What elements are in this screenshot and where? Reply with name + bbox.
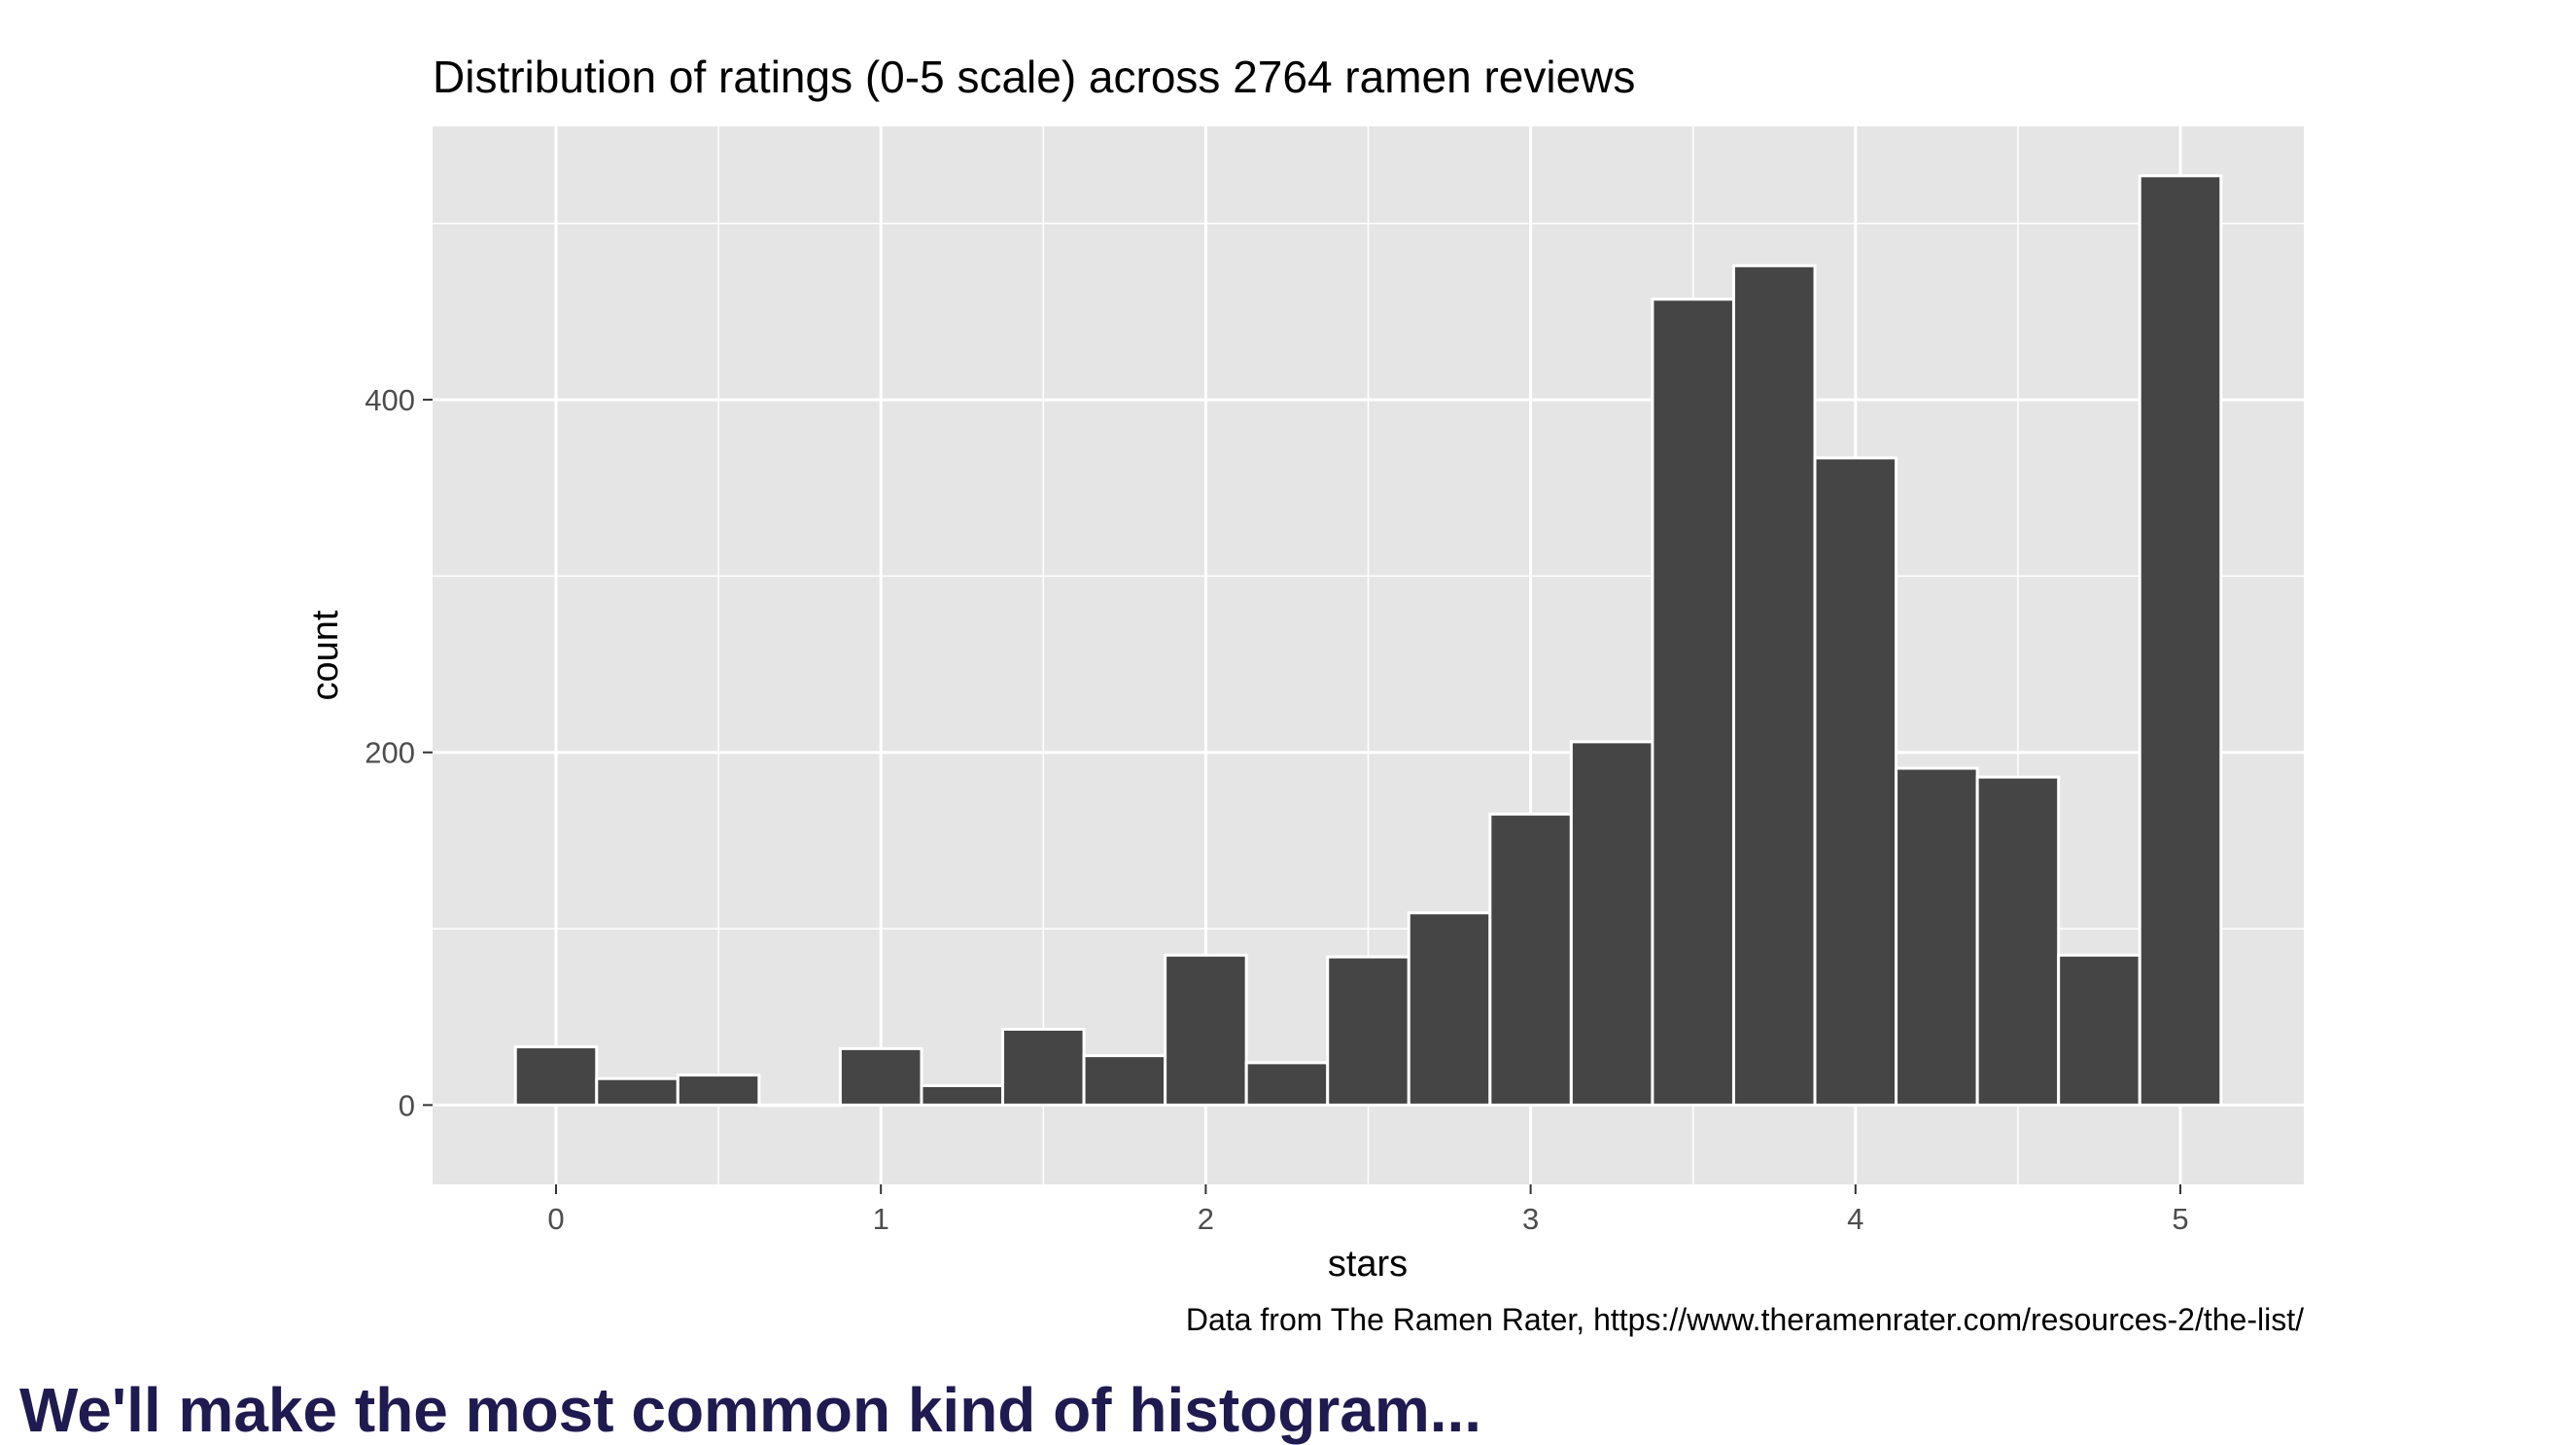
- histogram-bar: [1164, 953, 1248, 1107]
- histogram-bar: [1975, 775, 2061, 1107]
- histogram-bar: [513, 1045, 599, 1107]
- histogram-bar: [1326, 955, 1410, 1107]
- chart-caption: Data from The Ramen Rater, https://www.t…: [1186, 1302, 2304, 1337]
- footer-text: We'll make the most common kind of histo…: [19, 1375, 1482, 1445]
- histogram-bar: [1895, 766, 1979, 1107]
- x-tick-label: 4: [1847, 1202, 1863, 1236]
- histogram-bar: [1244, 1061, 1330, 1107]
- histogram-bar: [1731, 264, 1817, 1107]
- histogram-bar: [1651, 298, 1735, 1107]
- histogram-bar: [838, 1046, 923, 1107]
- histogram-bars: [513, 174, 2223, 1108]
- histogram-bar: [676, 1074, 761, 1107]
- histogram-bar: [757, 1103, 842, 1108]
- histogram-chart: Distribution of ratings (0-5 scale) acro…: [305, 52, 2304, 1337]
- x-tick-label: 2: [1198, 1202, 1214, 1236]
- histogram-bar: [595, 1076, 679, 1107]
- x-tick-label: 3: [1522, 1202, 1539, 1236]
- histogram-bar: [1001, 1027, 1086, 1107]
- histogram-bar: [1569, 740, 1654, 1107]
- x-tick-label: 1: [873, 1202, 889, 1236]
- chart-stage: Distribution of ratings (0-5 scale) acro…: [19, 52, 2304, 1441]
- histogram-bar: [1813, 456, 1898, 1107]
- histogram-bar: [920, 1083, 1005, 1107]
- y-tick-label: 200: [365, 736, 415, 770]
- x-tick-label: 0: [547, 1202, 564, 1236]
- histogram-bar: [1082, 1054, 1167, 1107]
- x-axis-label: stars: [1328, 1244, 1408, 1285]
- y-axis-label: count: [305, 610, 346, 700]
- histogram-bar: [1407, 911, 1492, 1107]
- x-axis: 0 1 2 3 4 5: [547, 1184, 2189, 1236]
- x-tick-label: 5: [2172, 1202, 2188, 1236]
- y-tick-label: 400: [365, 383, 415, 417]
- chart-title: Distribution of ratings (0-5 scale) acro…: [433, 52, 1635, 102]
- y-axis: 0 200 400: [365, 383, 433, 1122]
- histogram-bar: [1488, 812, 1573, 1107]
- histogram-bar: [2138, 174, 2223, 1107]
- histogram-bar: [2057, 953, 2141, 1107]
- y-tick-label: 0: [399, 1088, 415, 1122]
